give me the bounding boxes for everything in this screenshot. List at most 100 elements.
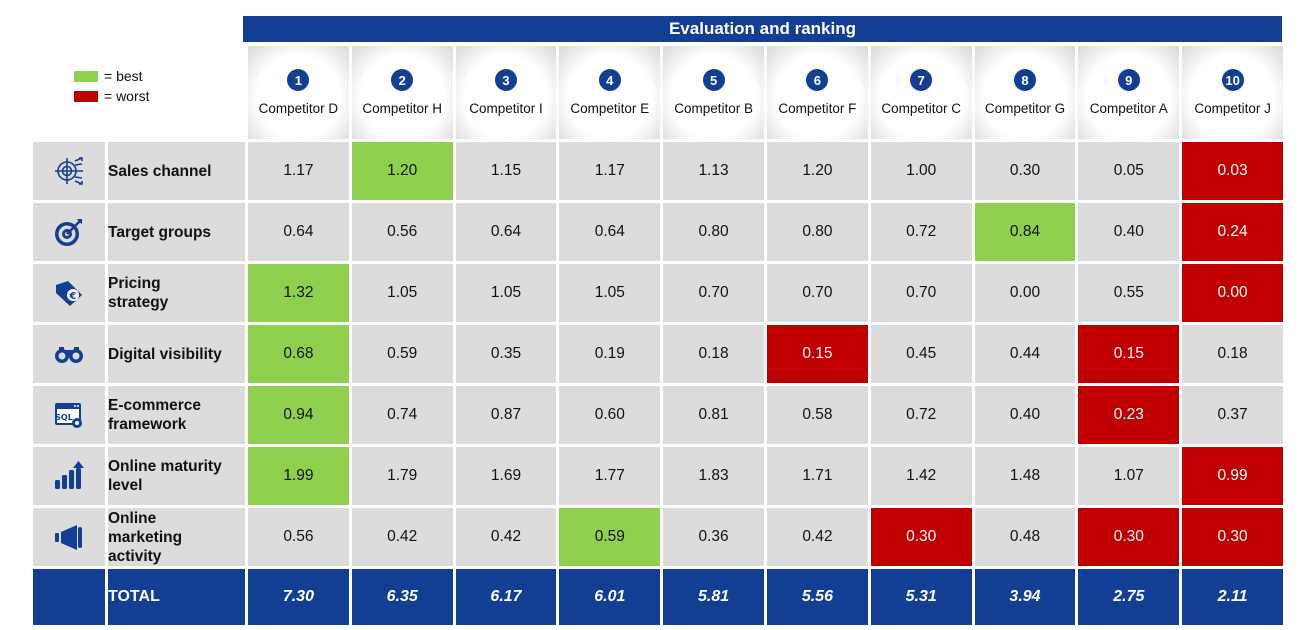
value-cell: 0.15 — [1078, 325, 1180, 383]
value-cell: 0.64 — [455, 203, 557, 261]
rank-badge: 1 — [287, 69, 310, 91]
rank-badge: 10 — [1221, 69, 1244, 91]
rank-badge: 2 — [391, 69, 414, 91]
competitor-header: 3 Competitor I — [455, 46, 557, 139]
value-cell: 1.07 — [1078, 447, 1180, 505]
svg-text:SQL: SQL — [55, 413, 73, 422]
value-cell: 1.77 — [559, 447, 661, 505]
value-cell: 1.15 — [455, 142, 557, 200]
value-cell: 1.42 — [870, 447, 972, 505]
value-cell: 0.59 — [559, 508, 661, 566]
value-cell: 0.87 — [455, 386, 557, 444]
value-cell: 0.30 — [1182, 508, 1283, 566]
value-cell: 0.24 — [1182, 203, 1283, 261]
value-cell: 0.74 — [351, 386, 453, 444]
value-cell: 0.80 — [663, 203, 764, 261]
value-cell: 0.36 — [663, 508, 764, 566]
competitor-header: 1 Competitor D — [248, 46, 349, 139]
value-cell: 1.83 — [663, 447, 764, 505]
value-cell: 1.05 — [351, 264, 453, 322]
value-cell: 1.32 — [248, 264, 349, 322]
value-cell: 0.70 — [767, 264, 868, 322]
value-cell: 0.00 — [974, 264, 1076, 322]
competitor-header: 2 Competitor H — [351, 46, 453, 139]
rank-badge: 6 — [806, 69, 829, 91]
value-cell: 0.30 — [1078, 508, 1180, 566]
legend: = best = worst — [74, 66, 150, 106]
value-cell: 0.40 — [1078, 203, 1180, 261]
competitor-name: Competitor D — [258, 101, 339, 116]
value-cell: 0.48 — [974, 508, 1076, 566]
table-title: Evaluation and ranking — [243, 16, 1282, 42]
value-cell: 1.17 — [559, 142, 661, 200]
worst-swatch — [74, 90, 98, 102]
value-cell: 0.30 — [974, 142, 1076, 200]
total-value: 2.11 — [1182, 569, 1283, 625]
legend-best: = best — [74, 66, 150, 86]
best-swatch — [74, 70, 98, 82]
value-cell: 0.40 — [974, 386, 1076, 444]
value-cell: 0.19 — [559, 325, 661, 383]
value-cell: 0.35 — [455, 325, 557, 383]
value-cell: 1.05 — [559, 264, 661, 322]
growth-bars-icon — [33, 447, 105, 505]
value-cell: 0.70 — [663, 264, 764, 322]
total-value: 2.75 — [1078, 569, 1180, 625]
competitor-header: 9 Competitor A — [1078, 46, 1180, 139]
value-cell: 0.55 — [1078, 264, 1180, 322]
value-cell: 1.79 — [351, 447, 453, 505]
value-cell: 1.71 — [767, 447, 868, 505]
value-cell: 1.69 — [455, 447, 557, 505]
value-cell: 0.18 — [1182, 325, 1283, 383]
sql-window-icon: SQL — [33, 386, 105, 444]
value-cell: 1.20 — [767, 142, 868, 200]
value-cell: 0.64 — [248, 203, 349, 261]
rank-badge: 9 — [1117, 69, 1140, 91]
legend-worst-label: = worst — [104, 88, 150, 104]
svg-text:€: € — [69, 291, 77, 302]
competitor-name: Competitor G — [984, 101, 1066, 116]
competitor-name: Competitor I — [469, 101, 543, 116]
header-spacer — [108, 46, 245, 139]
total-value: 6.01 — [559, 569, 661, 625]
competitor-name: Competitor A — [1089, 101, 1168, 116]
competitor-header: 6 Competitor F — [767, 46, 868, 139]
value-cell: 0.72 — [870, 203, 972, 261]
rank-badge: 8 — [1013, 69, 1036, 91]
value-cell: 0.56 — [248, 508, 349, 566]
megaphone-icon — [33, 508, 105, 566]
value-cell: 1.99 — [248, 447, 349, 505]
value-cell: 1.00 — [870, 142, 972, 200]
value-cell: 1.48 — [974, 447, 1076, 505]
competitor-header: 5 Competitor B — [663, 46, 764, 139]
value-cell: 0.37 — [1182, 386, 1283, 444]
value-cell: 0.80 — [767, 203, 868, 261]
value-cell: 0.18 — [663, 325, 764, 383]
competitor-header: 8 Competitor G — [974, 46, 1076, 139]
row-label: Target groups — [108, 203, 245, 261]
value-cell: 0.42 — [351, 508, 453, 566]
header-spacer — [33, 46, 105, 139]
crosshair-arrows-icon — [33, 142, 105, 200]
total-spacer — [33, 569, 105, 625]
value-cell: 0.56 — [351, 203, 453, 261]
value-cell: 1.17 — [248, 142, 349, 200]
total-value: 5.56 — [767, 569, 868, 625]
row-label: Sales channel — [108, 142, 245, 200]
rank-badge: 4 — [598, 69, 621, 91]
competitor-name: Competitor H — [362, 101, 442, 116]
competitor-header: 10 Competitor J — [1182, 46, 1283, 139]
value-cell: 0.58 — [767, 386, 868, 444]
euro-tag-icon: € — [33, 264, 105, 322]
competitor-header: 4 Competitor E — [559, 46, 661, 139]
value-cell: 0.70 — [870, 264, 972, 322]
legend-worst: = worst — [74, 86, 150, 106]
row-label: Online marketing activity — [108, 508, 245, 566]
row-label: Online maturity level — [108, 447, 245, 505]
value-cell: 1.05 — [455, 264, 557, 322]
competitor-name: Competitor F — [778, 101, 857, 116]
competitor-name: Competitor J — [1194, 101, 1271, 116]
value-cell: 0.42 — [767, 508, 868, 566]
competitor-header: 7 Competitor C — [870, 46, 972, 139]
value-cell: 0.94 — [248, 386, 349, 444]
